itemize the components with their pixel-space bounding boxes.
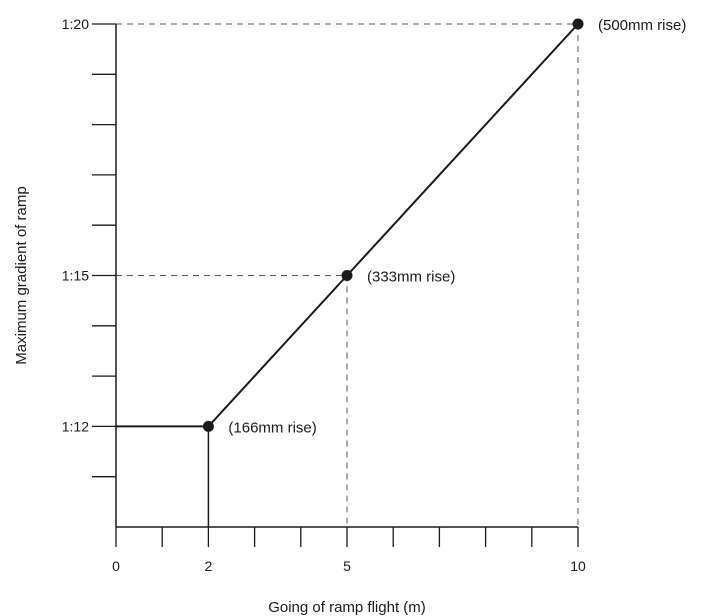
x-tick-label: 5 xyxy=(343,558,351,574)
y-axis-title: Maximum gradient of ramp xyxy=(13,186,30,364)
x-axis-title: Going of ramp flight (m) xyxy=(268,599,426,616)
data-point xyxy=(572,18,584,30)
guide-lines xyxy=(116,23,579,527)
x-tick-label: 0 xyxy=(112,558,120,574)
y-tick-label: 1:20 xyxy=(62,16,89,32)
series xyxy=(116,23,579,428)
series-line xyxy=(116,23,579,428)
data-point xyxy=(202,420,214,432)
y-tick-label: 1:12 xyxy=(62,418,89,434)
point-label: (500mm rise) xyxy=(598,17,686,34)
point-label: (333mm rise) xyxy=(367,269,455,286)
markers xyxy=(202,18,584,432)
y-tick-label: 1:15 xyxy=(62,268,89,284)
point-label: (166mm rise) xyxy=(228,419,316,436)
x-tick-label: 2 xyxy=(205,558,213,574)
labels: (166mm rise) (333mm rise) (500mm rise) xyxy=(228,17,686,436)
x-tick-label: 10 xyxy=(570,558,586,574)
axes: 0 2 5 10 1:12 1:15 1:20 xyxy=(62,16,586,574)
data-point xyxy=(341,270,353,281)
